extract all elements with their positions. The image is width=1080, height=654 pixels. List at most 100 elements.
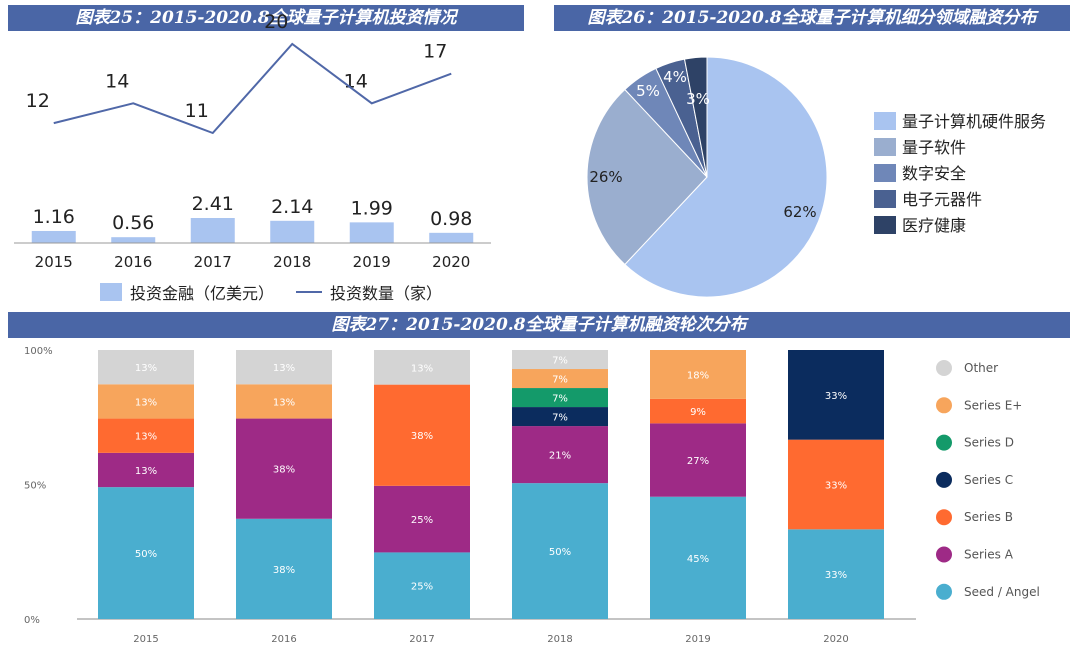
bar-label-2019: 1.99 — [351, 197, 393, 219]
pie-label-1: 26% — [589, 168, 622, 186]
stack-legend-label-1: Series E+ — [964, 398, 1022, 412]
bar-2017 — [190, 218, 235, 243]
pie-label-4: 3% — [686, 90, 710, 108]
y-tick-1: 50% — [24, 481, 46, 492]
stack-2017-Series B — [374, 384, 470, 486]
stack-2018-Other — [512, 350, 608, 370]
chart25-legend: 投资金融（亿美元） 投资数量（家） — [100, 280, 442, 304]
stack-2019-Series E+ — [650, 350, 746, 399]
x-tick-2020: 2020 — [432, 253, 470, 271]
bar-2016 — [111, 237, 156, 243]
line-label-2016: 14 — [105, 70, 129, 92]
pie-label-3: 4% — [663, 68, 687, 86]
line-label-2015: 12 — [26, 90, 50, 112]
stack-label-2015-Series E+: 13% — [135, 397, 157, 408]
stack-label-2015-Series A: 13% — [135, 466, 157, 477]
stack-2018-Series E+ — [512, 369, 608, 389]
stack-legend-label-4: Series B — [964, 510, 1013, 524]
stack-label-2020-Series C: 33% — [825, 391, 847, 402]
x-tick-2019: 2019 — [353, 253, 391, 271]
stack-legend-label-6: Seed / Angel — [964, 585, 1040, 599]
stack-label-2018-Series D: 7% — [552, 394, 568, 405]
stack-2018-Series D — [512, 388, 608, 408]
bar-2015 — [31, 230, 76, 243]
stack-label-2017-Series B: 38% — [411, 431, 433, 442]
stack-label-2017-Other: 13% — [411, 363, 433, 374]
y-tick-2: 0% — [24, 615, 40, 626]
legend-line-label: 投资数量（家） — [330, 284, 443, 303]
bar-label-2018: 2.14 — [271, 196, 313, 218]
x-tick-2016: 2016 — [114, 253, 152, 271]
x-tick-2018: 2018 — [547, 634, 572, 645]
stack-label-2017-Seed / Angel: 25% — [411, 582, 433, 593]
stack-label-2020-Series B: 33% — [825, 481, 847, 492]
stack-2020-Series B — [788, 439, 884, 530]
stack-2018-Series A — [512, 426, 608, 484]
stack-label-2018-Series E+: 7% — [552, 375, 568, 386]
stack-2016-Series A — [236, 418, 332, 519]
stack-label-2017-Series A: 25% — [411, 515, 433, 526]
pie-slice-0 — [624, 56, 828, 298]
stack-2015-Series A — [98, 452, 194, 488]
bar-label-2017: 2.41 — [192, 193, 234, 215]
legend-bar-swatch — [100, 283, 122, 301]
stack-2015-Other — [98, 350, 194, 385]
stack-label-2020-Seed / Angel: 33% — [825, 570, 847, 581]
legend-bar-label: 投资金融（亿美元） — [130, 284, 275, 303]
stack-label-2018-Other: 7% — [552, 356, 568, 367]
stack-legend-label-2: Series D — [964, 436, 1014, 450]
pie-legend-label-3: 电子元器件 — [902, 190, 982, 209]
stack-2020-Series C — [788, 350, 884, 440]
pie-legend-label-2: 数字安全 — [902, 164, 966, 183]
y-tick-0: 100% — [24, 346, 53, 357]
stack-label-2018-Seed / Angel: 50% — [549, 547, 571, 558]
pie-legend-swatch-1 — [874, 138, 896, 156]
stack-label-2016-Series E+: 13% — [273, 397, 295, 408]
stack-legend-marker-0 — [936, 360, 952, 376]
pie-legend-label-0: 量子计算机硬件服务 — [902, 112, 1046, 131]
stack-2017-Series A — [374, 485, 470, 553]
stack-2017-Seed / Angel — [374, 552, 470, 619]
stack-legend-label-0: Other — [964, 361, 998, 375]
legend-line-swatch — [296, 291, 323, 293]
line-label-2017: 11 — [185, 100, 209, 122]
line-series — [53, 42, 452, 135]
x-tick-2020: 2020 — [823, 634, 848, 645]
bar-2020 — [429, 232, 474, 243]
pie-slice-4 — [683, 56, 708, 178]
bar-label-2020: 0.98 — [430, 208, 472, 230]
stack-2015-Seed / Angel — [98, 487, 194, 619]
stack-legend-marker-3 — [936, 471, 952, 488]
x-tick-2019: 2019 — [685, 634, 710, 645]
stack-label-2019-Series E+: 18% — [687, 370, 709, 381]
stack-2018-Seed / Angel — [512, 483, 608, 619]
bar-2018 — [270, 220, 315, 243]
line-label-2019: 14 — [344, 70, 368, 92]
stack-label-2019-Series A: 27% — [687, 456, 709, 467]
x-tick-2016: 2016 — [271, 634, 296, 645]
chart25-title: 图表25：2015-2020.8全球量子计算机投资情况 — [8, 5, 524, 31]
stack-2016-Seed / Angel — [236, 518, 332, 619]
x-tick-2015: 2015 — [133, 634, 158, 645]
stack-2019-Series A — [650, 423, 746, 497]
bar-label-2015: 1.16 — [33, 206, 75, 228]
pie-legend-label-1: 量子软件 — [902, 138, 966, 157]
line-label-2018: 20 — [264, 11, 288, 33]
pie-label-2: 5% — [636, 82, 660, 100]
pie-legend-swatch-3 — [874, 190, 896, 208]
stack-label-2018-Series C: 7% — [552, 413, 568, 424]
pie-legend-label-4: 医疗健康 — [902, 216, 966, 235]
stack-2020-Seed / Angel — [788, 529, 884, 619]
stack-legend-label-3: Series C — [964, 473, 1013, 487]
stack-2016-Series E+ — [236, 384, 332, 419]
stack-legend-label-5: Series A — [964, 548, 1014, 562]
stack-2015-Series E+ — [98, 384, 194, 419]
x-tick-2015: 2015 — [35, 253, 73, 271]
x-tick-2017: 2017 — [409, 634, 434, 645]
stack-label-2019-Seed / Angel: 45% — [687, 554, 709, 565]
stack-2019-Seed / Angel — [650, 496, 746, 619]
x-tick-2017: 2017 — [194, 253, 232, 271]
stack-label-2015-Series B: 13% — [135, 432, 157, 443]
pie-slice-1 — [586, 88, 708, 266]
stack-legend-marker-2 — [936, 434, 952, 451]
